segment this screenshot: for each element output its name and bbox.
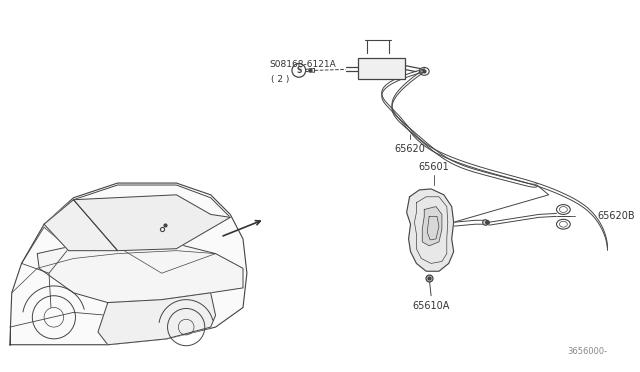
Polygon shape (37, 244, 243, 302)
Text: 65620: 65620 (394, 144, 425, 154)
Text: 65610A: 65610A (412, 301, 450, 311)
Polygon shape (98, 293, 216, 345)
Text: 65601: 65601 (419, 163, 449, 172)
Text: 3656000-: 3656000- (567, 347, 607, 356)
Polygon shape (406, 189, 454, 271)
Text: ( 2 ): ( 2 ) (271, 75, 290, 84)
Text: S08168-6121A: S08168-6121A (269, 60, 336, 69)
Polygon shape (74, 195, 230, 251)
Polygon shape (44, 200, 118, 251)
Text: S: S (296, 66, 301, 75)
Text: 65620B: 65620B (598, 211, 636, 221)
Bar (358, 58, 404, 79)
Polygon shape (10, 183, 247, 345)
Polygon shape (422, 206, 442, 246)
